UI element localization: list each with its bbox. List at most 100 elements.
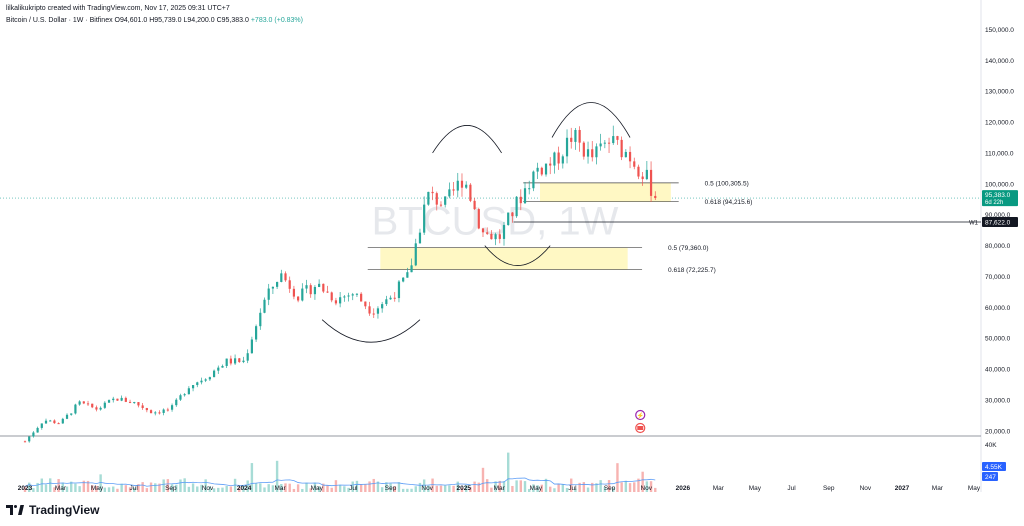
candle-body <box>355 293 359 295</box>
candle-body <box>528 188 531 190</box>
time-axis-label: Mar <box>55 485 67 492</box>
candle-body <box>418 232 422 244</box>
candle-body <box>103 402 106 408</box>
time-axis-label: Sep <box>165 485 177 492</box>
volume-bar <box>620 482 623 492</box>
time-axis-label: Sep <box>604 485 616 492</box>
time-axis-label: May <box>968 485 981 492</box>
volume-bar <box>435 485 438 492</box>
volume-bar <box>607 480 611 492</box>
volume-bar <box>338 485 342 492</box>
candle-body <box>280 273 283 282</box>
volume-bar <box>124 485 128 492</box>
volume-bar <box>187 486 191 492</box>
candle-body <box>549 163 552 166</box>
volume-bar <box>485 479 489 492</box>
volume-bar <box>208 486 212 492</box>
volume-bar <box>107 487 111 492</box>
candle-body <box>200 380 203 383</box>
candle-body <box>540 167 543 175</box>
candle-body <box>565 137 569 157</box>
volume-bar <box>267 484 270 492</box>
candle-body <box>57 423 60 425</box>
candle-body <box>40 423 43 428</box>
time-axis-label: 2024 <box>237 485 252 492</box>
volume-bar <box>32 488 35 492</box>
volume-bar <box>23 486 27 492</box>
volume-bar <box>49 478 52 492</box>
volume-ma-line <box>24 477 656 487</box>
volume-bar <box>103 487 107 492</box>
current-price-badge <box>982 190 1018 207</box>
tradingview-brand[interactable]: TradingView <box>6 503 99 517</box>
fib-level-label: 0.5 (79,360.0) <box>668 245 708 252</box>
volume-bar <box>570 478 573 492</box>
price-tick-label: 90,000.0 <box>985 212 1011 219</box>
candle-body <box>53 420 56 424</box>
price-chart[interactable]: BTCUSD, 1W0.5 (100,305.5)0.618 (94,215.6… <box>0 0 1024 500</box>
volume-bar <box>544 478 548 492</box>
volume-bar <box>305 482 308 492</box>
lightning-glyph: ⚡ <box>637 412 644 420</box>
candle-body <box>145 408 148 411</box>
candle-body <box>233 358 237 364</box>
candle-body <box>641 176 644 180</box>
cap-arc-2025 <box>551 102 631 138</box>
volume-bar <box>309 488 312 492</box>
volume-bar <box>225 485 228 492</box>
volume-bar <box>217 487 220 492</box>
candle-body <box>536 167 539 172</box>
volume-bar <box>654 487 657 492</box>
volume-bar <box>553 488 556 492</box>
candle-body <box>532 171 535 189</box>
candle-body <box>309 285 312 295</box>
volume-bar <box>288 483 291 492</box>
volume-bar <box>595 483 598 492</box>
volume-bar <box>578 482 581 492</box>
candle-body <box>225 358 228 366</box>
fib-level-label: 0.5 (100,305.5) <box>705 180 749 187</box>
volume-bar <box>326 485 329 492</box>
candle-body <box>116 398 119 401</box>
fib-level-label: 0.618 (94,215.6) <box>705 199 753 206</box>
candle-body <box>238 358 241 363</box>
candle-body <box>460 180 464 188</box>
volume-bar <box>532 484 535 492</box>
volume-bar <box>464 485 468 492</box>
weekly-open-value: 87,622.0 <box>985 220 1011 227</box>
volume-bar <box>633 482 636 492</box>
candle-body <box>502 225 506 239</box>
symbol-text[interactable]: Bitcoin / U.S. Dollar · 1W · Bitfinex <box>6 17 113 24</box>
volume-bar <box>166 479 170 492</box>
candle-body <box>86 403 90 405</box>
candle-body <box>74 404 77 414</box>
candle-body <box>267 288 270 300</box>
volume-bar <box>317 486 321 492</box>
candle-body <box>196 382 199 386</box>
volume-bar <box>376 481 380 492</box>
candle-body <box>254 326 258 340</box>
price-tick-label: 20,000.0 <box>985 428 1011 435</box>
volume-bar <box>154 483 157 492</box>
candle-body <box>490 233 493 240</box>
candle-body <box>448 189 451 197</box>
volume-bar <box>359 484 363 492</box>
candle-body <box>410 265 413 273</box>
lightning-event-icon[interactable] <box>635 409 646 421</box>
time-axis-label: 2026 <box>676 485 691 492</box>
volume-bar <box>519 480 523 492</box>
volume-bar <box>448 485 451 492</box>
candle-body <box>620 139 623 158</box>
ohlc-open: O94,601.0 <box>114 17 148 24</box>
volume-bar <box>612 487 615 492</box>
volume-bar <box>586 487 590 492</box>
candle-body <box>322 283 325 292</box>
price-tick-label: 40,000.0 <box>985 367 1011 374</box>
volume-bar <box>86 480 90 492</box>
candle-body <box>431 191 434 194</box>
volume-bar <box>99 474 102 492</box>
volume-bar <box>401 488 405 492</box>
volume-bar <box>57 478 60 492</box>
candle-body <box>179 395 182 400</box>
volume-bar <box>481 467 485 492</box>
